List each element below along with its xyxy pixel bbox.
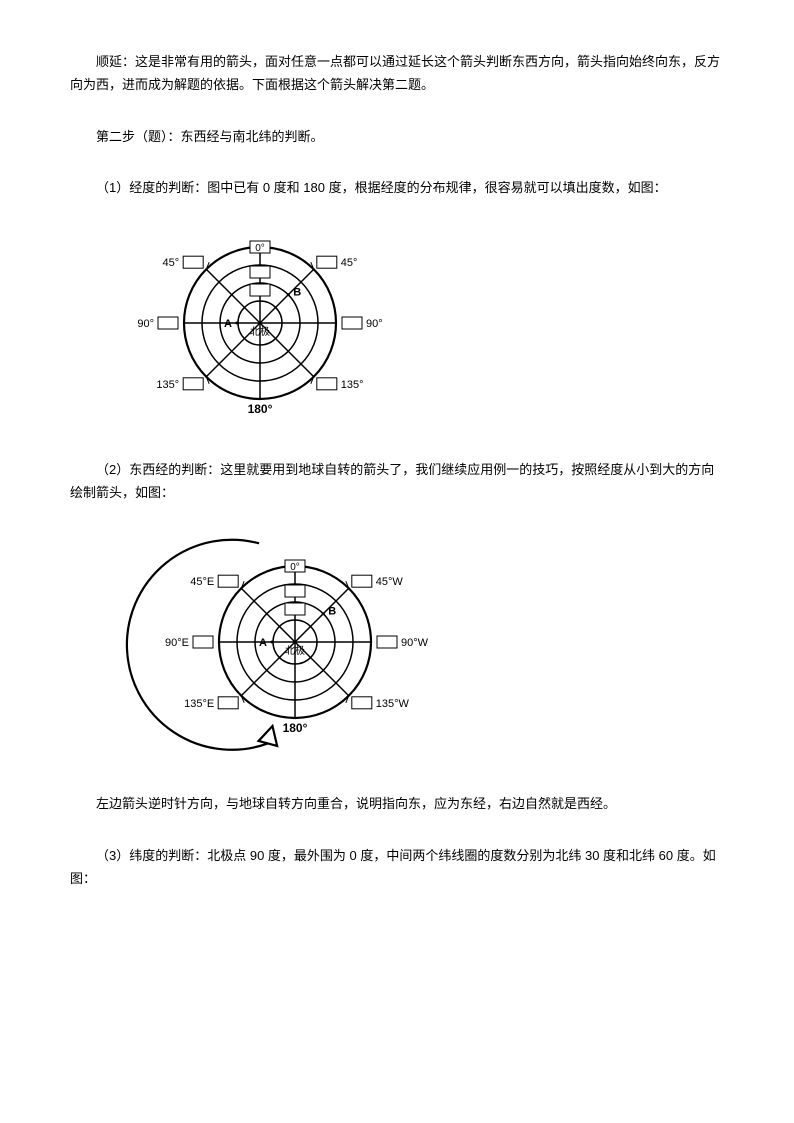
paragraph-1: 顺延：这是非常有用的箭头，面对任意一点都可以通过延长这个箭头判断东西方向，箭头指…: [70, 50, 724, 97]
diagram-1-container: 北极 0° A B 45° 90° 135° 45° 90° 135° 180°: [120, 228, 724, 418]
svg-text:北极: 北极: [250, 325, 270, 338]
svg-text:135°: 135°: [341, 378, 364, 390]
svg-text:45°W: 45°W: [376, 577, 404, 589]
svg-text:A: A: [259, 637, 267, 649]
svg-text:0°: 0°: [290, 562, 300, 573]
svg-text:90°: 90°: [137, 318, 154, 330]
paragraph-subtitle-2: （2）东西经的判断：这里就要用到地球自转的箭头了，我们继续应用例一的技巧，按照经…: [70, 458, 724, 505]
svg-text:45°: 45°: [341, 257, 358, 269]
svg-text:A: A: [224, 318, 232, 330]
svg-text:180°: 180°: [248, 402, 273, 416]
svg-text:45°E: 45°E: [190, 577, 214, 589]
diagram-2-container: 北极 0° A B 45°W 90°W 135°W 45°E 90°E 135°E 180°: [120, 532, 724, 752]
paragraph-subtitle-3: （3）纬度的判断：北极点 90 度，最外围为 0 度，中间两个纬线圈的度数分别为…: [70, 844, 724, 891]
svg-text:90°: 90°: [366, 318, 383, 330]
svg-text:135°: 135°: [156, 378, 179, 390]
svg-text:B: B: [293, 286, 301, 298]
paragraph-subtitle-1: （1）经度的判断：图中已有 0 度和 180 度，根据经度的分布规律，很容易就可…: [70, 176, 724, 199]
svg-text:135°W: 135°W: [376, 698, 410, 710]
svg-text:0°: 0°: [255, 243, 265, 254]
svg-text:北极: 北极: [285, 644, 305, 657]
svg-text:180°: 180°: [283, 721, 308, 735]
polar-diagram-2: 北极 0° A B 45°W 90°W 135°W 45°E 90°E 135°E 180°: [120, 532, 440, 752]
svg-text:B: B: [328, 606, 336, 618]
paragraph-conclusion: 左边箭头逆时针方向，与地球自转方向重合，说明指向东，应为东经，右边自然就是西经。: [70, 792, 724, 815]
svg-text:90°E: 90°E: [165, 637, 189, 649]
svg-text:90°W: 90°W: [401, 637, 429, 649]
svg-text:135°E: 135°E: [184, 698, 214, 710]
paragraph-step2-title: 第二步（题）：东西经与南北纬的判断。: [70, 125, 724, 148]
polar-diagram-1: 北极 0° A B 45° 90° 135° 45° 90° 135° 180°: [120, 228, 400, 418]
svg-text:45°: 45°: [163, 257, 180, 269]
